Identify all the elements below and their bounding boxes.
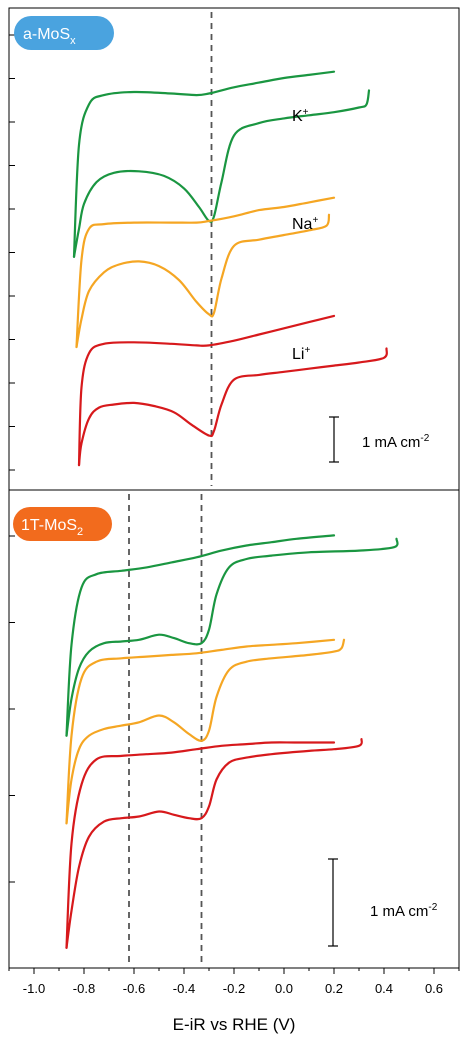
svg-text:a-MoSx: a-MoSx bbox=[23, 26, 76, 47]
label-k: K+ bbox=[292, 107, 309, 125]
x-tick-label: -0.6 bbox=[123, 981, 145, 996]
scalebar-top: 1 mA cm-2 bbox=[329, 416, 430, 463]
curve-1t-mos2-k-upper bbox=[65, 534, 336, 737]
curve-a-mosx-na-lower bbox=[75, 213, 331, 349]
curve-1t-mos2-k-lower bbox=[65, 537, 399, 737]
curve-a-mosx-li-lower bbox=[77, 347, 388, 467]
curve-1t-mos2-na-upper bbox=[65, 638, 336, 825]
x-tick-label: -1.0 bbox=[23, 981, 45, 996]
curve-a-mosx-li-upper bbox=[77, 314, 336, 467]
x-tick-label: -0.8 bbox=[73, 981, 95, 996]
label-li: Li+ bbox=[292, 345, 310, 363]
curve-1t-mos2-li-upper bbox=[65, 741, 336, 949]
badge-a-mosx: a-MoSx bbox=[14, 16, 114, 50]
panel-bottom-frame bbox=[8, 489, 460, 969]
x-axis-label: E-iR vs RHE (V) bbox=[173, 1015, 296, 1034]
x-tick-label: 0.2 bbox=[325, 981, 343, 996]
scalebar-top-label: 1 mA cm-2 bbox=[362, 433, 430, 451]
x-tick-labels: -1.0 -0.8 -0.6 -0.4 -0.2 0.0 0.2 0.4 0.6 bbox=[23, 981, 443, 996]
curve-1t-mos2-na-lower bbox=[65, 638, 346, 825]
badge-a-mosx-text: a-MoS bbox=[23, 26, 70, 43]
badge-1t-mos2: 1T-MoS2 bbox=[13, 507, 112, 541]
badge-1t-mos2-text: 1T-MoS bbox=[21, 517, 77, 534]
curve-a-mosx-na-upper bbox=[75, 196, 336, 349]
x-tick-label: -0.2 bbox=[223, 981, 245, 996]
panel-top-frame bbox=[8, 7, 460, 491]
x-tick-label: -0.4 bbox=[173, 981, 195, 996]
x-tick-label: 0.6 bbox=[425, 981, 443, 996]
curve-1t-mos2-li-lower bbox=[65, 738, 363, 949]
badge-1t-mos2-shape bbox=[13, 507, 112, 541]
curves-layer bbox=[65, 70, 399, 949]
scalebar-bottom-label: 1 mA cm-2 bbox=[370, 902, 438, 920]
curve-a-mosx-k-upper bbox=[72, 70, 336, 258]
label-na: Na+ bbox=[292, 215, 318, 233]
ticks-layer bbox=[8, 34, 460, 974]
badge-a-mosx-sub: x bbox=[70, 35, 76, 47]
scalebar-bottom: 1 mA cm-2 bbox=[328, 858, 438, 947]
dashed-lines-layer bbox=[128, 12, 213, 964]
x-tick-label: 0.0 bbox=[275, 981, 293, 996]
x-tick-label: 0.4 bbox=[375, 981, 393, 996]
curve-a-mosx-k-lower bbox=[72, 89, 371, 258]
badge-1t-mos2-sub: 2 bbox=[77, 526, 83, 538]
svg-text:1T-MoS2: 1T-MoS2 bbox=[21, 517, 83, 538]
badge-a-mosx-shape bbox=[14, 16, 114, 50]
